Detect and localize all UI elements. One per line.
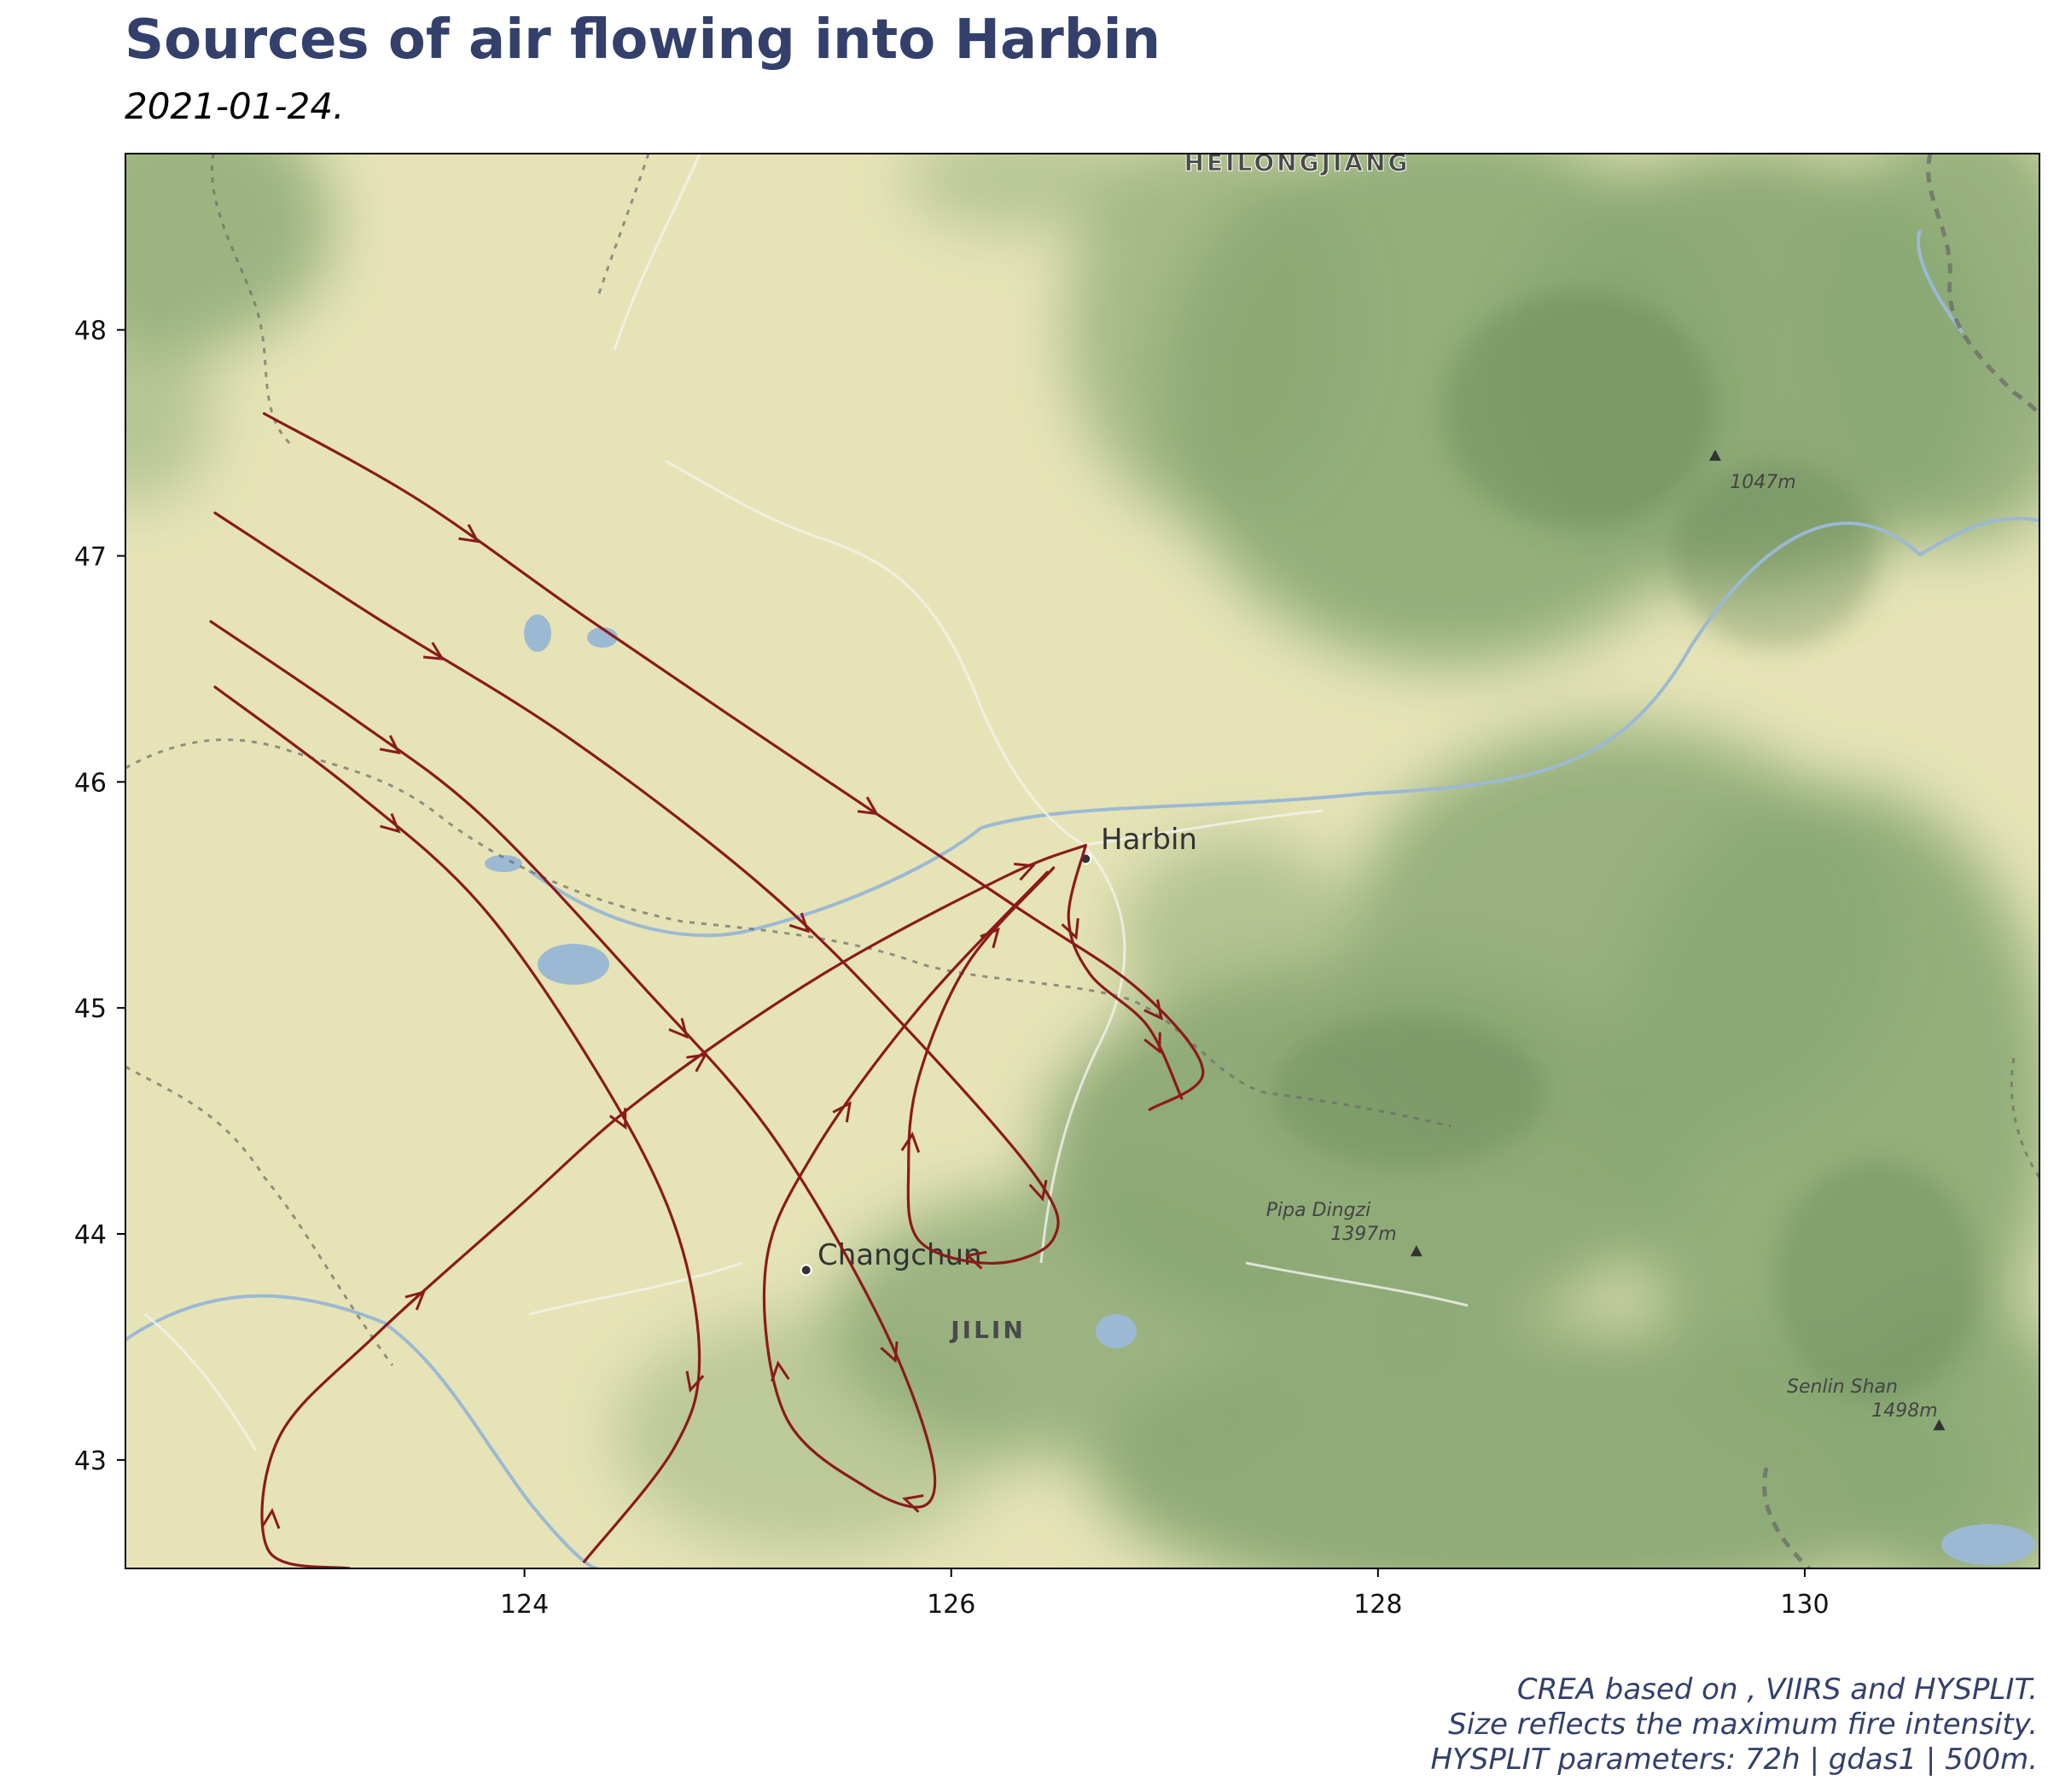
trajectory-line-5 <box>260 843 1087 1568</box>
ridge-terrain <box>1271 290 1980 1399</box>
road <box>1083 809 1324 847</box>
trajectory-arrow <box>404 1289 427 1311</box>
trajectory-arrow <box>1028 1179 1048 1202</box>
trajectory-arrow <box>832 1101 852 1123</box>
trajectory-line-6 <box>1067 843 1184 1100</box>
trajectory-arrow <box>686 1053 708 1073</box>
y-tick-label: 45 <box>74 994 107 1024</box>
admin-borders <box>125 154 2039 1366</box>
county-border <box>125 1065 394 1366</box>
x-tick-label: 130 <box>1780 1590 1829 1620</box>
trajectory-arrow <box>422 642 445 660</box>
caption: CREA based on , VIIRS and HYSPLIT. Size … <box>1430 1673 2038 1777</box>
trajectory-arrow <box>1061 917 1079 940</box>
trajectory-arrow <box>880 1341 899 1364</box>
trajectory-arrow <box>1143 999 1164 1021</box>
label-pipa-dingzi: Pipa Dingzi <box>1266 1200 1370 1221</box>
lake <box>538 944 609 985</box>
y-tick-label: 43 <box>74 1446 107 1476</box>
plot-frame <box>125 153 2040 1569</box>
x-tick-label: 126 <box>927 1590 975 1620</box>
axes: 124 126 128 130 43 44 45 46 47 48 <box>74 317 1830 1620</box>
chart-subtitle: 2021-01-24. <box>125 85 345 127</box>
trajectory-arrow <box>260 1508 281 1529</box>
label-harbin: Harbin <box>1101 823 1197 857</box>
chart-title: Sources of air flowing into Harbin <box>125 9 1161 72</box>
trajectory-arrow <box>379 735 401 755</box>
x-tick-label: 124 <box>500 1590 549 1620</box>
place-labels: HEILONGJIANG JILIN Harbin Changchun 1047… <box>817 148 1938 1422</box>
peak-icon <box>1933 1419 1946 1431</box>
river-segment <box>1917 230 1964 335</box>
songhua-river <box>980 516 2039 829</box>
basemap: HEILONGJIANG JILIN Harbin Changchun 1047… <box>125 148 2039 1568</box>
trajectory-arrow <box>1014 863 1036 881</box>
city-dot <box>800 1264 812 1277</box>
road <box>1245 1261 1469 1307</box>
national-border <box>1761 154 2039 1568</box>
x-tick-label: 128 <box>1353 1590 1402 1620</box>
road <box>528 1261 743 1316</box>
label-changchun: Changchun <box>817 1238 982 1272</box>
trajectory-arrow <box>900 1132 921 1154</box>
label-peak-1047: 1047m <box>1730 472 1795 493</box>
trajectory-arrow <box>458 523 480 544</box>
road <box>613 154 701 351</box>
trajectory-line-2 <box>213 511 1060 1265</box>
road <box>1039 844 1126 1264</box>
road <box>665 459 1085 847</box>
trajectory-arrow <box>380 812 401 834</box>
caption-line-3: HYSPLIT parameters: 72h | gdas1 | 500m. <box>1430 1743 2038 1777</box>
lake <box>485 855 522 872</box>
y-tick-label: 48 <box>74 317 107 346</box>
road <box>144 1312 258 1452</box>
label-senlin-shan: Senlin Shan <box>1787 1376 1898 1398</box>
y-tick-label: 46 <box>74 768 107 798</box>
trajectory-line-4 <box>213 685 701 1563</box>
trajectory-line-3 <box>209 620 1049 1509</box>
label-jilin: JILIN <box>949 1316 1026 1344</box>
trajectory-line-1 <box>262 412 1205 1111</box>
trajectory-arrow <box>771 1360 790 1382</box>
peak-icon <box>1708 449 1721 461</box>
y-tick-label: 47 <box>74 542 107 572</box>
label-pipa-dingzi-elev: 1397m <box>1330 1224 1396 1245</box>
label-heilongjiang: HEILONGJIANG <box>1184 148 1411 177</box>
trajectories <box>209 412 1205 1568</box>
roads <box>144 154 1469 1452</box>
county-border <box>596 154 650 300</box>
caption-line-2: Size reflects the maximum fire intensity… <box>1448 1708 2038 1742</box>
trajectory-arrow <box>964 1250 987 1270</box>
peak-icon <box>1410 1245 1423 1257</box>
lake <box>1096 1314 1137 1348</box>
y-tick-label: 44 <box>74 1220 107 1250</box>
label-senlin-shan-elev: 1498m <box>1871 1400 1937 1422</box>
trajectory-arrow <box>685 1370 705 1393</box>
trajectory-arrow <box>1143 1032 1161 1055</box>
map-markers <box>800 449 1946 1431</box>
trajectory-arrow <box>902 1494 924 1513</box>
caption-line-1: CREA based on , VIIRS and HYSPLIT. <box>1516 1673 2038 1707</box>
lake <box>524 614 551 652</box>
trajectory-arrow <box>788 912 811 934</box>
lake <box>1941 1524 2035 1565</box>
trajectory-arrow <box>857 796 879 816</box>
trajectory-arrow <box>668 1017 689 1039</box>
river-segment <box>125 1294 598 1568</box>
